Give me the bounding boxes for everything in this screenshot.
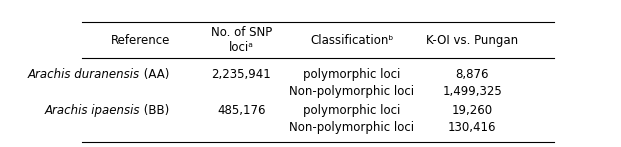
Text: 2,235,941: 2,235,941 — [211, 68, 271, 81]
Text: Non-polymorphic loci: Non-polymorphic loci — [289, 121, 414, 134]
Text: Reference: Reference — [111, 34, 170, 47]
Text: No. of SNP
lociᵃ: No. of SNP lociᵃ — [211, 26, 272, 54]
Text: Arachis duranensis: Arachis duranensis — [28, 68, 140, 81]
Text: 485,176: 485,176 — [217, 104, 266, 117]
Text: 8,876: 8,876 — [456, 68, 489, 81]
Text: polymorphic loci: polymorphic loci — [303, 68, 401, 81]
Text: Arachis ipaensis: Arachis ipaensis — [45, 104, 140, 117]
Text: 130,416: 130,416 — [448, 121, 497, 134]
Text: 19,260: 19,260 — [451, 104, 493, 117]
Text: 1,499,325: 1,499,325 — [442, 85, 502, 98]
Text: K-OI vs. Pungan: K-OI vs. Pungan — [426, 34, 519, 47]
Text: Non-polymorphic loci: Non-polymorphic loci — [289, 85, 414, 98]
Text: Classificationᵇ: Classificationᵇ — [310, 34, 394, 47]
Text: (AA): (AA) — [140, 68, 170, 81]
Text: (BB): (BB) — [140, 104, 170, 117]
Text: polymorphic loci: polymorphic loci — [303, 104, 401, 117]
